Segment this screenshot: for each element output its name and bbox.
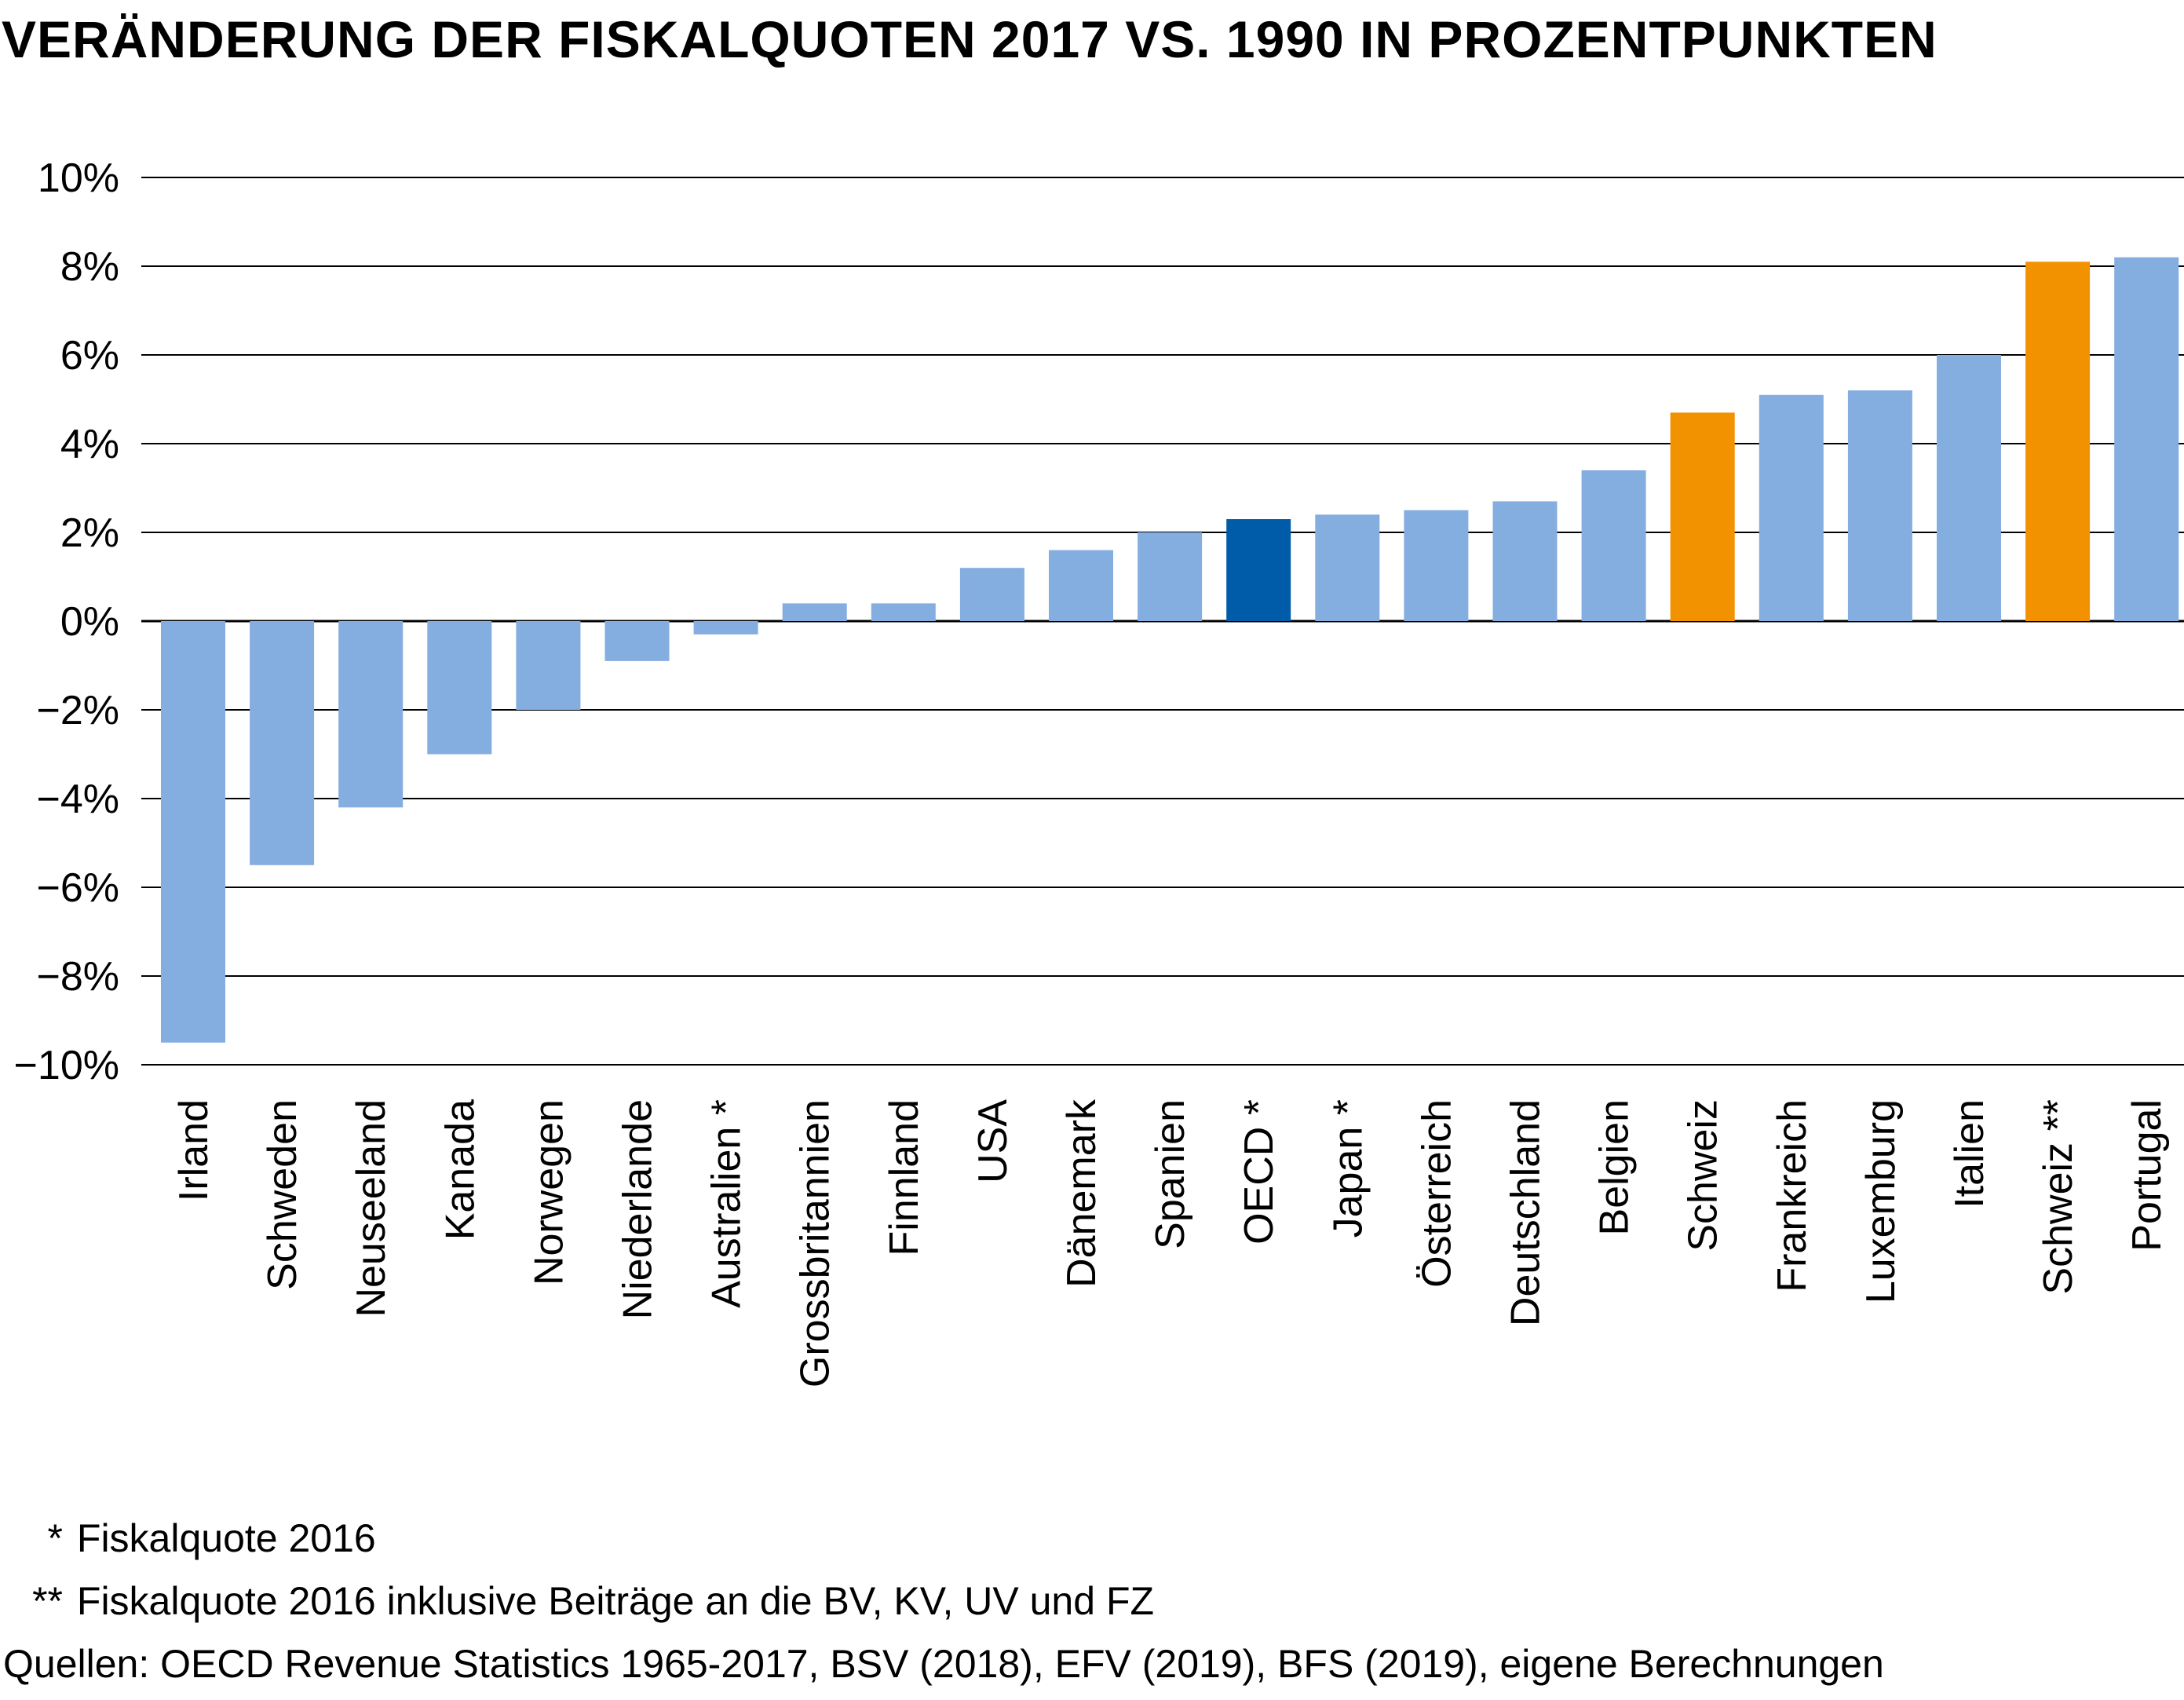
x-axis-ticks: Irland Schweden Neuseeland Kanada Norwegen Ni… <box>171 1099 2170 1387</box>
x-tick-label: Luxemburg <box>1858 1099 1904 1303</box>
footnote-mark: * <box>47 1516 63 1560</box>
footnote-text: Fiskalquote 2016 <box>76 1516 376 1560</box>
gridlines <box>141 177 2184 1066</box>
bars <box>161 257 2179 1043</box>
x-tick-label: Frankreich <box>1769 1099 1815 1292</box>
footnote-mark: ** <box>32 1579 63 1623</box>
bar <box>1847 390 1912 621</box>
x-tick-label: Italien <box>1947 1099 1992 1208</box>
x-tick-label: Portugal <box>2124 1099 2170 1252</box>
x-tick-label: Japan * <box>1325 1099 1371 1238</box>
y-tick-label: −8% <box>36 954 119 1000</box>
y-tick-label: −6% <box>36 865 119 911</box>
x-tick-label: Schweiz ** <box>2036 1099 2081 1295</box>
y-tick-label: −10% <box>14 1043 119 1088</box>
bar <box>1670 412 1735 621</box>
footnote-text: Fiskalquote 2016 inklusive Beiträge an d… <box>76 1579 1155 1623</box>
sources-note: Quellen: OECD Revenue Statistics 1965-20… <box>3 1642 1884 1686</box>
bar <box>1937 355 2001 621</box>
chart-title: VERÄNDERUNG DER FISKALQUOTEN 2017 VS. 19… <box>2 10 1937 68</box>
bar <box>1315 514 1380 621</box>
bar <box>604 621 670 661</box>
bar <box>427 621 492 755</box>
bar <box>871 603 936 621</box>
bar <box>250 621 315 865</box>
bar <box>1581 470 1646 621</box>
x-tick-label: Schweden <box>260 1099 305 1290</box>
x-tick-label: Dänemark <box>1059 1099 1105 1288</box>
bar <box>2025 261 2091 621</box>
x-tick-label: Schweiz <box>1681 1099 1726 1252</box>
y-tick-label: 4% <box>60 422 119 467</box>
bar-chart: 10% 8% 6% 4% 2% 0% −2% −4% −6% −8% −10% Irland Schw… <box>14 155 2184 1387</box>
bar <box>782 603 847 621</box>
bar <box>693 621 758 634</box>
x-tick-label: Kanada <box>437 1099 483 1240</box>
bar <box>516 621 581 710</box>
y-tick-label: 0% <box>60 599 119 645</box>
footnote-double-asterisk: ** Fiskalquote 2016 inklusive Beiträge a… <box>0 1578 1154 1624</box>
y-tick-label: −2% <box>36 688 119 733</box>
x-tick-label: Irland <box>171 1099 217 1201</box>
footnote-single-asterisk: * Fiskalquote 2016 <box>0 1515 376 1561</box>
bar <box>1226 519 1291 621</box>
x-tick-label: Grossbritannien <box>793 1099 838 1387</box>
bar <box>338 621 404 808</box>
bar <box>1492 501 1558 621</box>
x-tick-label: Australien * <box>704 1099 750 1308</box>
bar <box>1138 532 1203 621</box>
x-tick-label: OECD * <box>1236 1099 1282 1245</box>
y-tick-label: 2% <box>60 510 119 556</box>
bar <box>1049 550 1113 621</box>
x-tick-label: Belgien <box>1592 1099 1638 1235</box>
bar <box>1759 394 1824 621</box>
x-tick-label: Deutschland <box>1503 1099 1549 1326</box>
y-tick-label: 8% <box>60 244 119 290</box>
x-tick-label: Neuseeland <box>349 1099 394 1318</box>
bar <box>2114 257 2179 621</box>
x-tick-label: USA <box>970 1099 1016 1183</box>
x-tick-label: Norwegen <box>526 1099 572 1285</box>
x-tick-label: Spanien <box>1148 1099 1193 1249</box>
y-tick-label: 10% <box>38 155 119 201</box>
x-tick-label: Österreich <box>1414 1099 1459 1288</box>
bar <box>161 621 225 1043</box>
x-tick-label: Niederlande <box>615 1099 661 1319</box>
bar <box>1404 510 1469 621</box>
x-tick-label: Finnland <box>882 1099 927 1256</box>
bar <box>959 568 1024 621</box>
y-tick-label: 6% <box>60 333 119 378</box>
y-tick-label: −4% <box>36 777 119 822</box>
y-axis-ticks: 10% 8% 6% 4% 2% 0% −2% −4% −6% −8% −10% <box>14 155 119 1088</box>
